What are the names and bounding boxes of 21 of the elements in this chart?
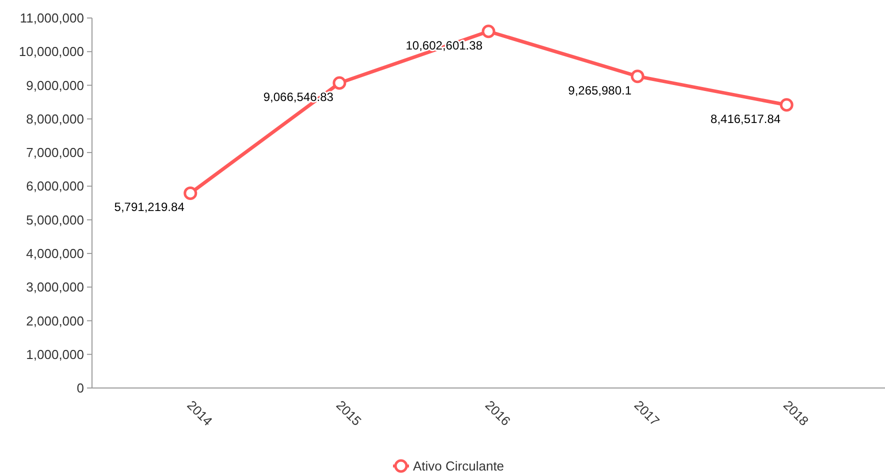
y-tick-label: 5,000,000 [26, 212, 84, 228]
legend-label: Ativo Circulante [413, 458, 504, 474]
y-tick-label: 3,000,000 [26, 280, 84, 295]
y-tick-label: 11,000,000 [20, 10, 84, 26]
data-label: 8,416,517.84 [710, 112, 781, 126]
y-tick-label: 2,000,000 [26, 313, 84, 328]
y-tick-label: 9,000,000 [26, 78, 84, 93]
point [184, 186, 198, 200]
y-tick-label: 0 [76, 380, 84, 396]
data-label: 5,791,219.84 [114, 200, 185, 214]
y-tick-label: 6,000,000 [26, 178, 84, 194]
point [780, 98, 794, 112]
y-tick-label: 1,000,000 [26, 346, 84, 362]
point [630, 70, 644, 84]
point [332, 76, 346, 90]
y-tick-label: 10,000,000 [18, 44, 84, 60]
data-label: 9,265,980.1 [568, 83, 632, 98]
y-tick-label: 7,000,000 [26, 145, 84, 160]
y-tick-label: 8,000,000 [26, 111, 84, 126]
y-tick-label: 4,000,000 [26, 246, 84, 262]
point [482, 24, 496, 38]
